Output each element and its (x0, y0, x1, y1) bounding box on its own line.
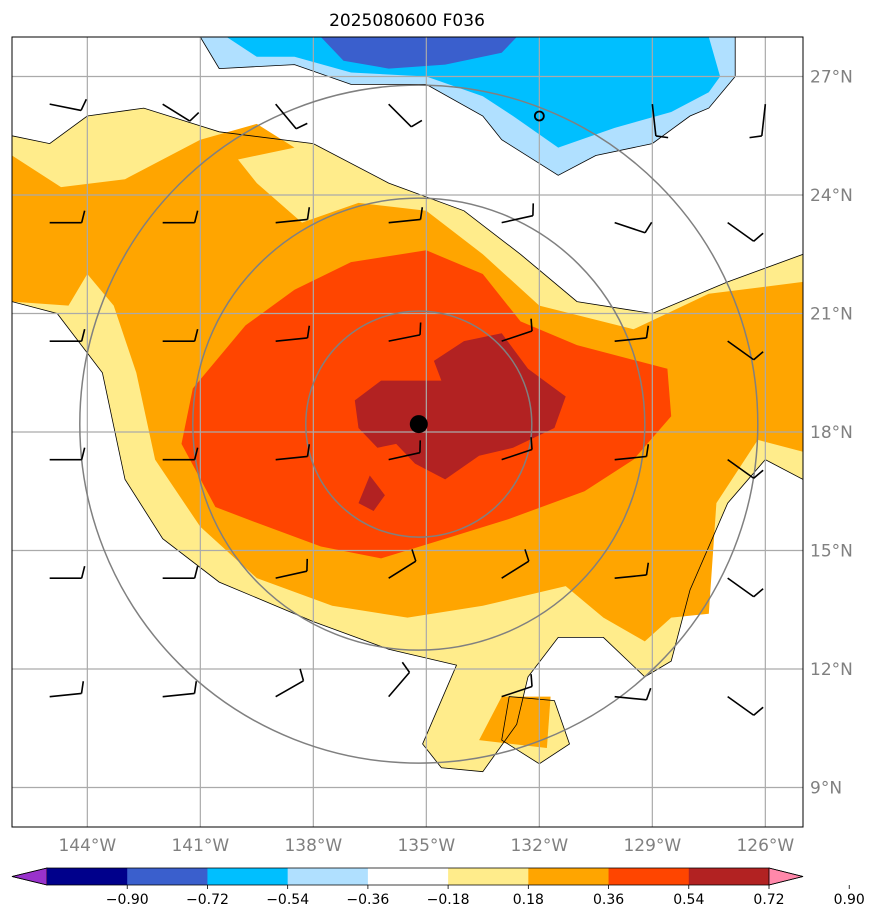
contour-fills (12, 37, 803, 772)
wind-barb-10 (501, 203, 535, 224)
y-tick-label-0: 9°N (810, 779, 842, 799)
wind-barb-35 (162, 681, 198, 698)
colorbar-segment-8 (688, 868, 770, 885)
wind-barb-23 (388, 440, 422, 461)
wind-barb-6 (49, 210, 86, 224)
y-tick-label-6: 27°N (810, 68, 853, 88)
wind-barb-4 (651, 104, 669, 139)
colorbar-tick-label-6: 0.36 (593, 892, 624, 908)
wind-barb-7 (162, 210, 199, 224)
x-tick-label-2: 138°W (284, 836, 342, 856)
wind-barb-3 (388, 103, 423, 128)
wind-barb-14 (162, 328, 199, 342)
x-tick-label-0: 144°W (58, 836, 116, 856)
wind-barb-8 (275, 207, 311, 224)
x-tick-label-1: 141°W (171, 836, 229, 856)
y-tick-label-2: 15°N (810, 542, 853, 562)
wind-barb-22 (275, 444, 311, 461)
secondary-circle-marker (533, 110, 545, 122)
contour-region-8 (226, 37, 721, 148)
colorbar-segment-5 (448, 868, 529, 885)
wind-barb-9 (388, 207, 424, 224)
colorbar-tick-label-3: −0.36 (346, 892, 389, 908)
wind-barb-15 (275, 325, 311, 342)
colorbar-tick-label-4: −0.18 (427, 892, 470, 908)
wind-barb-11 (614, 221, 653, 234)
range-ring-2 (79, 84, 759, 764)
contour-region-3 (479, 696, 551, 748)
colorbar-extend-high (768, 867, 804, 886)
contour-region-6 (358, 475, 385, 511)
contour-region-5 (354, 333, 566, 480)
range-rings (79, 84, 759, 764)
colorbar-segment-6 (528, 868, 610, 885)
storm-markers (409, 110, 545, 434)
colorbar-extend-low (11, 867, 48, 886)
wind-barb-5 (749, 104, 767, 139)
y-tick-label-1: 12°N (810, 660, 853, 680)
wind-barb-25 (614, 444, 650, 461)
colorbar-tick-label-5: 0.18 (513, 892, 544, 908)
colorbar-segment-7 (608, 868, 690, 885)
wind-barb-30 (388, 549, 417, 579)
colorbar-tick-label-0: −0.90 (106, 892, 149, 908)
colorbar-tick-label-9: 0.90 (834, 892, 865, 908)
range-ring-0 (305, 310, 533, 538)
y-axis-ticks: 9°N 12°N 15°N 18°N 21°N 24°N 27°N (810, 68, 853, 799)
wind-barb-21 (162, 447, 199, 461)
colorbar-segment-0 (47, 868, 128, 885)
contour-region-9 (320, 37, 517, 69)
colorbar-tick-label-2: −0.54 (266, 892, 309, 908)
wind-barb-29 (275, 558, 309, 579)
lat-lon-grid (12, 37, 803, 827)
wind-barb-20 (49, 447, 86, 461)
wind-barb-38 (501, 674, 533, 698)
wind-barb-37 (388, 661, 411, 698)
x-tick-label-6: 126°W (736, 836, 794, 856)
wind-barb-19 (727, 340, 764, 361)
storm-center-marker (409, 415, 428, 434)
wind-barbs (49, 98, 767, 716)
wind-barb-40 (727, 695, 764, 716)
wind-barb-33 (727, 577, 764, 598)
wind-barb-26 (727, 458, 764, 479)
wind-barb-17 (501, 318, 533, 342)
colorbar-segment-3 (287, 868, 369, 885)
wind-barb-12 (727, 221, 764, 242)
plot-frame (11, 36, 804, 828)
wind-barb-16 (388, 322, 422, 342)
wind-barb-0 (49, 98, 88, 112)
colorbar-segment-4 (367, 868, 449, 885)
wind-barb-2 (275, 103, 308, 130)
wind-barb-31 (501, 549, 530, 579)
wind-barb-28 (162, 565, 199, 579)
colorbar-segment-1 (127, 868, 208, 885)
wind-barb-1 (162, 103, 200, 122)
y-tick-label-3: 18°N (810, 423, 853, 443)
x-tick-label-3: 135°W (397, 836, 455, 856)
wind-barb-36 (275, 668, 305, 698)
x-tick-label-4: 132°W (510, 836, 568, 856)
x-tick-label-5: 129°W (623, 836, 681, 856)
colorbar-segment-2 (207, 868, 289, 885)
range-ring-1 (192, 197, 646, 651)
wind-barb-24 (501, 437, 533, 461)
colorbar-tick-label-8: 0.72 (753, 892, 784, 908)
y-tick-label-4: 21°N (810, 305, 853, 325)
y-tick-label-5: 24°N (810, 186, 853, 206)
wind-barb-13 (49, 328, 86, 342)
contour-line-1 (501, 696, 570, 765)
wind-barb-18 (614, 325, 650, 342)
wind-barb-32 (614, 562, 650, 579)
wind-barb-39 (614, 687, 652, 701)
wind-barb-27 (49, 565, 86, 579)
colorbar-tick-label-7: 0.54 (673, 892, 704, 908)
colorbar-tick-label-1: −0.72 (186, 892, 229, 908)
colorbar: −0.90 −0.72 −0.54 −0.36 −0.18 0.18 0.36 0.54 0.7… (11, 867, 865, 908)
wind-barb-34 (49, 681, 85, 698)
chart-title: 2025080600 F036 (329, 11, 485, 31)
x-axis-ticks: 144°W 141°W 138°W 135°W 132°W 129°W 126°W (58, 836, 794, 856)
